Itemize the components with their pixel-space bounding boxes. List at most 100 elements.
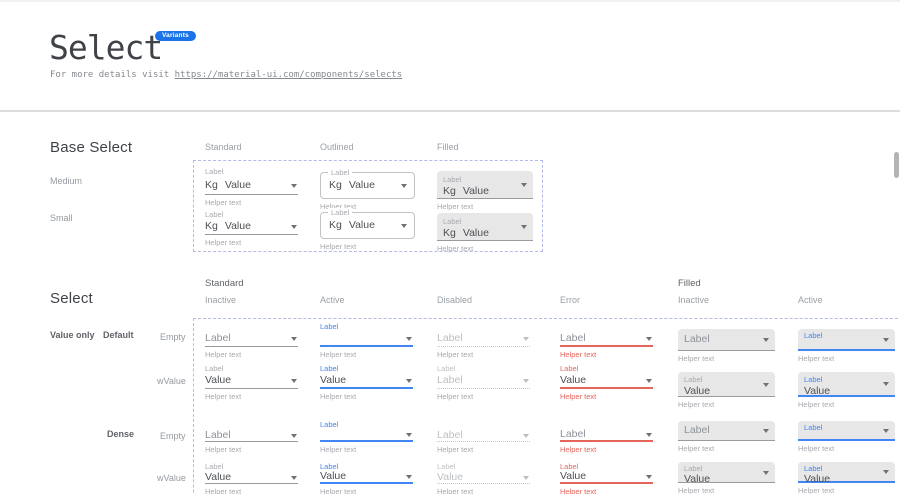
select-base-filled-small[interactable]: Label Kg Value: [437, 213, 533, 241]
select-filled-active-empty-dense[interactable]: Label: [798, 421, 895, 441]
dropdown-arrow-icon: [521, 183, 527, 187]
cell-standard-error-wvalue-dense: Label Value Helper text: [560, 462, 653, 494]
select-placeholder: Label: [205, 428, 231, 441]
value-prefix: Kg: [329, 179, 342, 192]
dropdown-arrow-icon: [883, 382, 889, 386]
select-filled-active-empty[interactable]: Label: [798, 329, 895, 351]
top-edge: [0, 0, 900, 2]
state-header-active: Active: [320, 295, 345, 305]
select-value: Value: [560, 373, 587, 386]
dropdown-arrow-icon: [646, 433, 652, 437]
select-filled-active-wvalue-dense[interactable]: Label Value: [798, 462, 895, 484]
select-label: Label: [320, 420, 339, 429]
select-label: Label: [328, 208, 353, 217]
select-label: Label: [804, 423, 823, 432]
select-standard-disabled-wvalue-dense[interactable]: Value: [437, 471, 530, 484]
select-filled-inactive-wvalue-dense[interactable]: Label Value: [678, 462, 775, 484]
select-standard-inactive-wvalue[interactable]: Value: [205, 373, 298, 389]
helper-text: Helper text: [798, 354, 835, 363]
select-placeholder: Label: [437, 332, 463, 345]
select-standard-inactive-empty-dense[interactable]: Label: [205, 429, 298, 442]
select-placeholder: Label: [205, 332, 231, 345]
select-standard-disabled-empty[interactable]: Label: [437, 331, 530, 347]
dropdown-arrow-icon: [291, 433, 297, 438]
dropdown-arrow-icon: [883, 470, 889, 474]
select-value: Value: [804, 385, 831, 397]
cell-base-standard-medium: Label Kg Value Helper text: [205, 167, 298, 207]
column-header-filled: Filled: [437, 142, 459, 152]
select-standard-error-empty-dense[interactable]: Label: [560, 429, 653, 442]
select-base-filled-medium[interactable]: Label Kg Value: [437, 171, 533, 199]
helper-text: Helper text: [205, 350, 242, 359]
value-prefix: Kg: [205, 220, 218, 233]
cell-base-filled-small: Label Kg Value Helper text: [437, 213, 533, 253]
select-value: Label: [437, 374, 463, 387]
group-header-standard: Standard: [205, 278, 244, 289]
select-standard-active-wvalue-dense[interactable]: Value: [320, 471, 413, 484]
select-standard-error-empty[interactable]: Label: [560, 331, 653, 347]
select-base-outlined-small[interactable]: Label Kg Value: [320, 208, 415, 239]
select-label: [205, 322, 298, 331]
helper-text: Helper text: [320, 350, 357, 359]
state-header-filled-inactive: Inactive: [678, 295, 710, 305]
select-standard-active-empty-dense[interactable]: [320, 429, 413, 442]
helper-text: Helper text: [678, 400, 715, 409]
select-standard-active-empty[interactable]: [320, 331, 413, 347]
select-heading: Select: [50, 290, 93, 307]
select-standard-error-wvalue-dense[interactable]: Value: [560, 471, 653, 484]
helper-text: Helper text: [560, 392, 597, 401]
dropdown-arrow-icon: [521, 225, 527, 229]
cell-filled-active-wvalue-dense: Label Value Helper text: [798, 462, 895, 494]
select-label: Label: [804, 375, 823, 384]
select-placeholder: Label: [560, 428, 586, 441]
column-header-outlined: Outlined: [320, 142, 354, 152]
cell-standard-disabled-empty-dense: Label Helper text: [437, 420, 530, 454]
dropdown-arrow-icon: [406, 433, 412, 437]
select-standard-inactive-empty[interactable]: Label: [205, 331, 298, 347]
row-label-medium: Medium: [50, 176, 83, 186]
helper-text: Helper text: [205, 198, 242, 207]
base-select-heading: Base Select: [50, 139, 133, 156]
row-label-wvalue-default: wValue: [157, 376, 186, 386]
select-filled-inactive-empty-dense[interactable]: Label: [678, 421, 775, 441]
section-divider: [0, 110, 900, 112]
select-standard-error-wvalue[interactable]: Value: [560, 373, 653, 389]
helper-text: Helper text: [798, 444, 835, 453]
helper-text: Helper text: [560, 350, 597, 359]
select-value: Value: [320, 373, 347, 386]
dropdown-arrow-icon: [523, 379, 529, 383]
dropdown-arrow-icon: [646, 378, 652, 383]
cell-base-filled-medium: Label Kg Value Helper text: [437, 171, 533, 211]
page-title: Select: [49, 28, 163, 67]
state-header-inactive: Inactive: [205, 295, 237, 305]
cell-base-outlined-small: Label Kg Value Helper text: [320, 208, 415, 251]
category-label-value-only: Value only: [50, 330, 95, 340]
scrollbar-thumb[interactable]: [894, 152, 899, 178]
dropdown-arrow-icon: [401, 184, 407, 188]
cell-base-outlined-medium: Label Kg Value Helper text: [320, 168, 415, 211]
details-link[interactable]: https://material-ui.com/components/selec…: [174, 70, 403, 80]
select-standard-inactive-wvalue-dense[interactable]: Value: [205, 471, 298, 484]
select-filled-active-wvalue[interactable]: Label Value: [798, 372, 895, 397]
helper-text: Helper text: [205, 238, 242, 247]
cell-standard-inactive-wvalue: Label Value Helper text: [205, 364, 298, 401]
select-standard-active-wvalue[interactable]: Value: [320, 373, 413, 389]
dropdown-arrow-icon: [763, 382, 769, 387]
select-placeholder: Label: [684, 333, 710, 346]
state-header-error: Error: [560, 295, 580, 305]
select-value: Kg Value: [443, 186, 527, 197]
select-value: Kg Value: [443, 228, 527, 239]
helper-text: Helper text: [798, 400, 835, 409]
select-value: Kg Value: [205, 180, 251, 191]
select-base-standard-medium[interactable]: Kg Value: [205, 176, 298, 195]
select-label: Label: [320, 322, 339, 331]
helper-text: Helper text: [437, 350, 474, 359]
select-base-standard-small[interactable]: Kg Value: [205, 219, 298, 235]
select-filled-inactive-empty[interactable]: Label: [678, 329, 775, 351]
select-label: Label: [205, 462, 224, 471]
select-standard-disabled-wvalue[interactable]: Label: [437, 373, 530, 389]
select-base-outlined-medium[interactable]: Label Kg Value: [320, 168, 415, 199]
select-filled-inactive-wvalue[interactable]: Label Value: [678, 372, 775, 397]
select-standard-disabled-empty-dense[interactable]: Label: [437, 429, 530, 442]
